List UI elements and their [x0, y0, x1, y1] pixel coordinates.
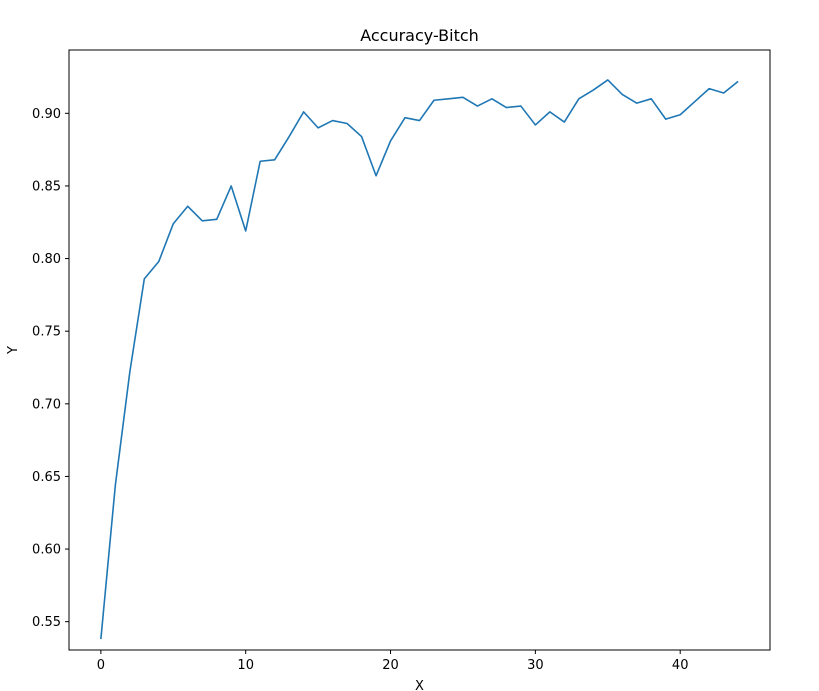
x-tick-label: 20 — [382, 658, 399, 673]
y-tick-label: 0.75 — [32, 325, 61, 340]
series-line-0 — [100, 79, 739, 640]
y-tick-label: 0.90 — [32, 107, 61, 122]
x-tick-label: 10 — [237, 658, 254, 673]
x-axis-ticks: 0 10 20 30 40 — [97, 650, 689, 673]
plot-area-frame — [68, 49, 771, 651]
y-axis-label: Y — [6, 346, 21, 355]
x-tick-label: 30 — [527, 658, 544, 673]
series-layer — [100, 79, 739, 640]
y-tick-label: 0.55 — [32, 615, 61, 630]
y-tick-label: 0.60 — [32, 543, 61, 558]
y-tick-label: 0.80 — [32, 252, 61, 267]
x-tick-label: 40 — [672, 658, 689, 673]
y-tick-label: 0.85 — [32, 179, 61, 194]
y-tick-label: 0.65 — [32, 470, 61, 485]
y-tick-label: 0.70 — [32, 397, 61, 412]
y-axis-ticks: 0.55 0.60 0.65 0.70 0.75 0.80 0.85 0.90 — [32, 107, 69, 630]
x-axis-label: X — [415, 679, 424, 691]
chart-title: Accuracy-Bitch — [360, 26, 479, 45]
x-tick-label: 0 — [97, 658, 105, 673]
